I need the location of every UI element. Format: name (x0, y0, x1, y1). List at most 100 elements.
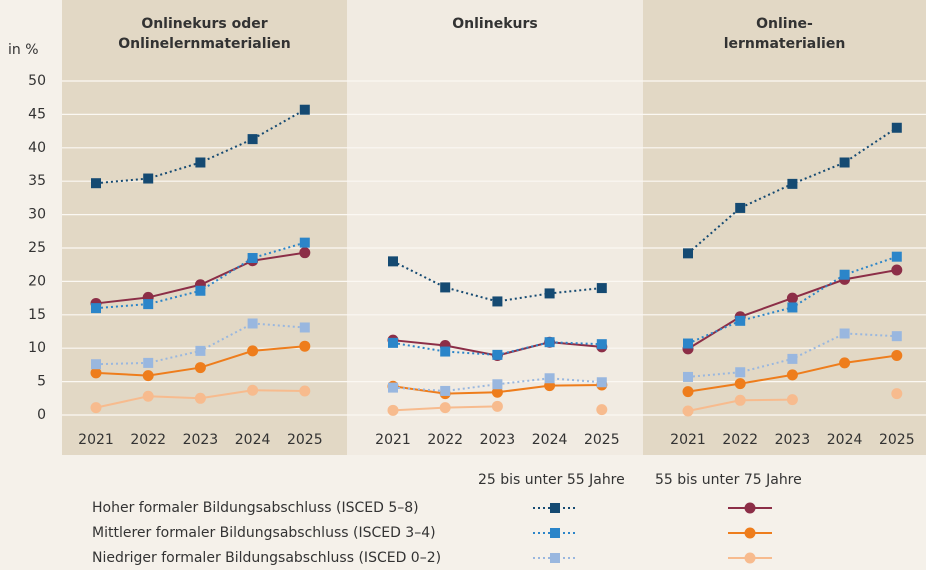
x-tick-label: 2022 (427, 432, 463, 448)
x-tick-label: 2021 (670, 432, 706, 448)
x-tick-label: 2024 (235, 432, 271, 448)
data-point (734, 394, 746, 406)
y-tick-label: 20 (28, 273, 46, 289)
data-point (891, 122, 902, 133)
data-point (388, 382, 398, 393)
data-point (734, 378, 746, 390)
data-point (143, 357, 154, 368)
y-tick-label: 40 (28, 140, 46, 156)
x-tick-label: 2021 (375, 432, 411, 448)
data-point (544, 373, 555, 384)
data-point (683, 248, 693, 259)
y-tick-label: 10 (28, 340, 46, 356)
legend-marker (744, 527, 756, 539)
legend-marker (550, 503, 560, 513)
x-tick-label: 2022 (130, 432, 166, 448)
y-tick-label: 30 (28, 207, 46, 223)
x-tick-label: 2024 (532, 432, 568, 448)
data-point (492, 379, 503, 390)
data-point (492, 349, 503, 360)
panel-background (62, 0, 347, 455)
data-point (440, 282, 451, 293)
data-point (299, 385, 311, 397)
data-point (247, 345, 259, 357)
data-point (142, 390, 154, 402)
data-point (299, 104, 310, 115)
data-point (143, 299, 154, 310)
y-tick-label: 0 (37, 407, 46, 423)
legend-column: 25 bis unter 55 Jahre (478, 472, 625, 488)
data-point (439, 402, 451, 414)
x-tick-label: 2023 (775, 432, 811, 448)
data-point (596, 339, 607, 350)
legend-label: Hoher formaler Bildungsabschluss (ISCED … (92, 500, 419, 516)
data-point (596, 377, 607, 388)
data-point (90, 402, 102, 414)
data-point (195, 285, 206, 296)
y-tick-label: 45 (28, 106, 46, 122)
x-tick-label: 2023 (480, 432, 516, 448)
data-point (787, 302, 798, 313)
data-point (194, 362, 206, 374)
data-point (491, 400, 503, 412)
panel-title: Onlinekurs (452, 16, 537, 32)
data-point (682, 405, 694, 417)
legend-column: 55 bis unter 75 Jahre (655, 472, 802, 488)
y-tick-label: 15 (28, 307, 46, 323)
data-point (247, 253, 258, 264)
data-point (194, 392, 206, 404)
data-point (299, 340, 311, 352)
data-point (195, 157, 206, 168)
data-point (839, 328, 850, 339)
x-tick-label: 2025 (287, 432, 323, 448)
data-point (91, 178, 101, 189)
x-tick-label: 2021 (78, 432, 114, 448)
data-point (786, 292, 798, 304)
y-tick-label: 50 (28, 73, 46, 89)
y-tick-label: 5 (37, 374, 46, 390)
legend-label: Niedriger formaler Bildungsabschluss (IS… (92, 550, 441, 566)
legend-marker (550, 553, 560, 563)
data-point (143, 173, 154, 184)
data-point (299, 237, 310, 248)
data-point (891, 264, 903, 276)
data-point (786, 394, 798, 406)
data-point (544, 288, 555, 299)
data-point (247, 134, 258, 145)
legend-marker (550, 528, 560, 538)
data-point (299, 247, 311, 259)
data-point (596, 283, 607, 294)
data-point (787, 353, 798, 364)
legend-label: Mittlerer formaler Bildungsabschluss (IS… (92, 525, 436, 541)
y-axis-label: in % (8, 42, 39, 58)
x-tick-label: 2022 (722, 432, 758, 448)
data-point (683, 338, 693, 349)
panel-background (347, 0, 643, 455)
x-tick-label: 2024 (827, 432, 863, 448)
data-point (735, 315, 746, 326)
data-point (682, 386, 694, 398)
data-point (142, 370, 154, 382)
panel-title: Onlinekurs oder (141, 16, 267, 32)
data-point (247, 318, 258, 329)
data-point (440, 385, 451, 396)
data-point (891, 350, 903, 362)
data-point (839, 357, 851, 369)
data-point (440, 346, 451, 357)
data-point (891, 331, 902, 342)
data-point (596, 404, 608, 416)
data-point (839, 269, 850, 280)
data-point (891, 388, 903, 400)
data-point (247, 384, 259, 396)
x-tick-label: 2025 (584, 432, 620, 448)
data-point (91, 303, 101, 314)
data-point (683, 371, 693, 382)
x-tick-label: 2025 (879, 432, 915, 448)
y-tick-label: 25 (28, 240, 46, 256)
data-point (299, 322, 310, 333)
data-point (839, 157, 850, 168)
data-point (735, 367, 746, 378)
legend-marker (744, 502, 756, 514)
data-point (388, 337, 398, 348)
